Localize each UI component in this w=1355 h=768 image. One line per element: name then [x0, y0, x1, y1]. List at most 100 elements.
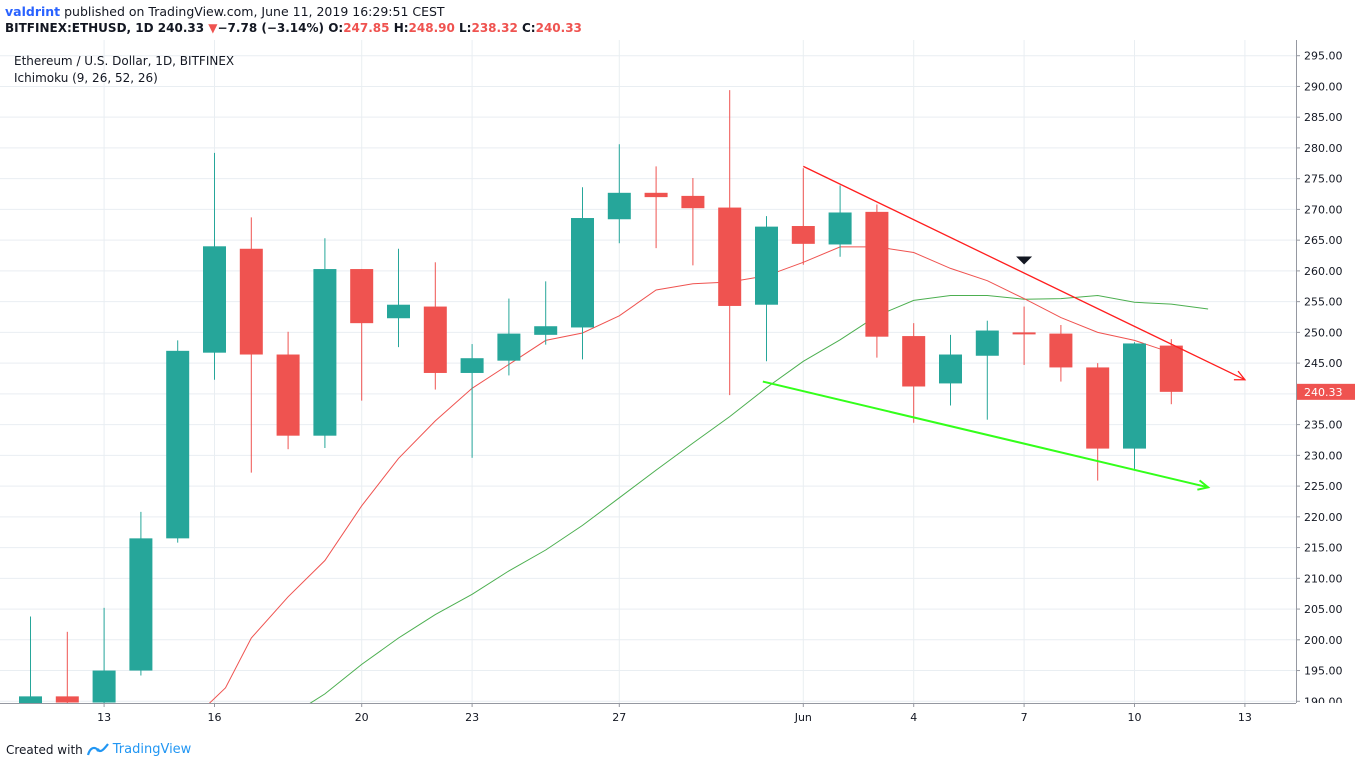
- price-axis-bg: [1296, 40, 1355, 703]
- candle: [460, 344, 484, 458]
- candle-body: [1123, 343, 1146, 449]
- candle: [755, 216, 778, 362]
- candle-body: [387, 304, 410, 319]
- price-tick-label: 210.00: [1304, 572, 1343, 585]
- change-value: −7.78 (−3.14%): [217, 21, 325, 35]
- time-axis-bg: [0, 703, 1355, 733]
- last-price: 240.33: [157, 21, 205, 35]
- publisher-name[interactable]: valdrint: [5, 4, 61, 19]
- arrow-head-icon: [1197, 479, 1211, 491]
- candle: [350, 269, 374, 401]
- candle: [1159, 339, 1183, 405]
- price-tick-label: 285.00: [1304, 111, 1343, 124]
- candle-body: [571, 218, 594, 328]
- candle: [239, 217, 263, 473]
- time-tick-label: 13: [97, 711, 111, 724]
- trendlines: [762, 165, 1247, 491]
- candle: [902, 323, 926, 423]
- candle-body: [939, 354, 962, 384]
- ohlc-line: BITFINEX:ETHUSD, 1D 240.33 ▼−7.78 (−3.14…: [5, 21, 582, 35]
- candle-body: [1086, 367, 1110, 449]
- candle: [828, 185, 852, 257]
- candle: [387, 248, 410, 348]
- candle-body: [55, 696, 79, 703]
- candle: [166, 340, 190, 543]
- time-tick-label: Jun: [794, 711, 812, 724]
- change-arrow-icon: ▼: [208, 21, 218, 35]
- candle-body: [239, 248, 263, 355]
- open-label: O:: [328, 21, 344, 35]
- low-value: 238.32: [471, 21, 518, 35]
- published-text: published on TradingView.com, June 11, 2…: [60, 4, 445, 19]
- candle-body: [497, 333, 521, 361]
- candle: [203, 152, 226, 380]
- candle-body: [1159, 345, 1183, 392]
- candle: [718, 90, 742, 396]
- price-tick-label: 245.00: [1304, 357, 1343, 370]
- tradingview-brand[interactable]: TradingView: [112, 742, 192, 757]
- price-tick-label: 230.00: [1304, 449, 1343, 462]
- price-tick-label: 260.00: [1304, 265, 1343, 278]
- candle: [534, 281, 558, 345]
- candle-body: [865, 211, 889, 337]
- candle-body: [644, 192, 668, 198]
- low-label: L:: [459, 21, 472, 35]
- price-tick-label: 295.00: [1304, 50, 1343, 63]
- candle-body: [828, 212, 852, 245]
- candle-body: [718, 207, 742, 306]
- price-tick-label: 265.00: [1304, 234, 1343, 247]
- symbol-label: BITFINEX:ETHUSD, 1D: [5, 21, 154, 35]
- candle: [681, 178, 705, 266]
- footer: Created with TradingView: [6, 742, 191, 757]
- time-tick-label: 7: [1021, 711, 1028, 724]
- candle-body: [460, 358, 484, 373]
- candle: [313, 238, 337, 448]
- price-tick-label: 205.00: [1304, 603, 1343, 616]
- candle: [1123, 342, 1146, 471]
- price-tick-label: 200.00: [1304, 634, 1343, 647]
- time-tick-label: 10: [1128, 711, 1142, 724]
- candle: [423, 262, 447, 390]
- candle: [497, 298, 521, 376]
- price-tick-label: 290.00: [1304, 80, 1343, 93]
- price-tick-label: 235.00: [1304, 419, 1343, 432]
- time-tick-label: 4: [910, 711, 917, 724]
- conversion-line: [195, 246, 1172, 717]
- price-chart[interactable]: 295.00 290.00 285.00 280.00 275.00 270.00 265.…: [0, 40, 1355, 735]
- candle-body: [681, 195, 705, 209]
- candle-body: [975, 330, 999, 356]
- price-tick-label: 225.00: [1304, 480, 1343, 493]
- candle: [276, 331, 300, 450]
- candle-body: [19, 696, 42, 705]
- price-tick-label: 195.00: [1304, 665, 1343, 678]
- candles: [19, 90, 1183, 726]
- time-tick-label: 23: [465, 711, 479, 724]
- last-price-tag: [1297, 383, 1355, 400]
- candle: [19, 616, 42, 720]
- candle-body: [313, 269, 337, 436]
- price-tick-label: 255.00: [1304, 296, 1343, 309]
- candle-body: [902, 336, 926, 387]
- high-value: 248.90: [408, 21, 455, 35]
- chart-legend-indicator[interactable]: Ichimoku (9, 26, 52, 26): [14, 71, 158, 85]
- resistance-line: [803, 165, 1246, 381]
- indicator-lines: [195, 246, 1209, 717]
- price-tick-label: 250.00: [1304, 326, 1343, 339]
- candle: [92, 607, 116, 711]
- time-tick-label: 20: [355, 711, 369, 724]
- time-tick-label: 13: [1238, 711, 1252, 724]
- candle-body: [1049, 333, 1073, 368]
- base-line: [306, 294, 1209, 707]
- support-line: [762, 380, 1209, 489]
- price-tick-label: 280.00: [1304, 142, 1343, 155]
- close-value: 240.33: [535, 21, 582, 35]
- price-tick-label: 215.00: [1304, 542, 1343, 555]
- candle-body: [276, 354, 300, 436]
- candle: [1049, 325, 1073, 382]
- candle: [791, 168, 815, 265]
- support-trendline: [762, 380, 1211, 491]
- last-price-tag-label: 240.33: [1304, 386, 1343, 399]
- candle: [129, 511, 153, 676]
- candle-body: [129, 538, 153, 671]
- candle-body: [423, 306, 447, 373]
